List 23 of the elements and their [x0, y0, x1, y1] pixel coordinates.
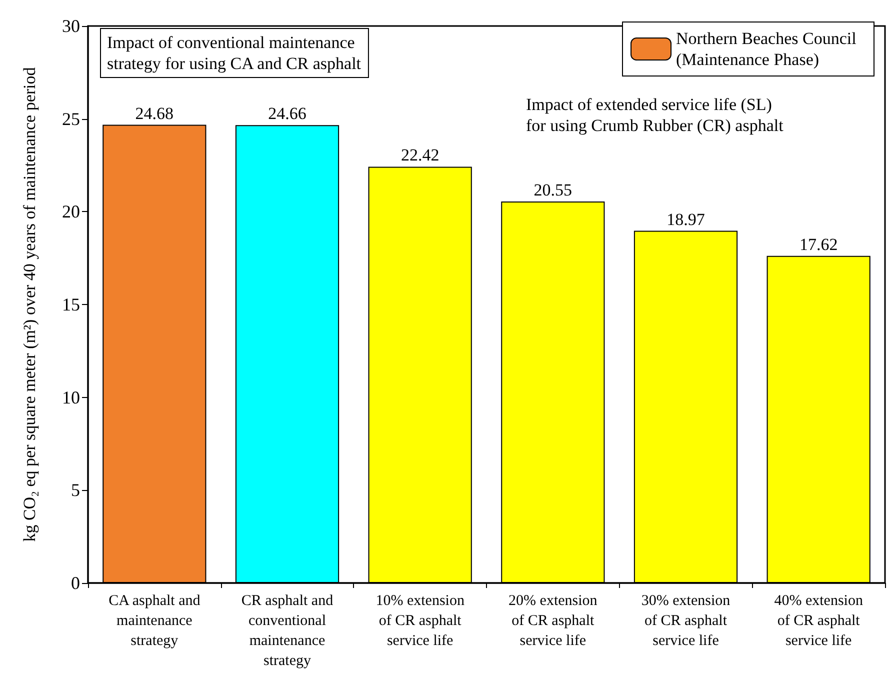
annotation: Impact of conventional maintenance strategy for using CA and CR asphalt [107, 33, 362, 73]
y-tick-label: 20 [62, 202, 80, 222]
data-label: 22.42 [400, 146, 440, 165]
data-label: 18.97 [666, 210, 706, 229]
x-tick-label: CA asphalt and maintenance strategy [108, 593, 201, 649]
y-tick-label: 10 [62, 387, 80, 408]
y-tick-label: 25 [62, 108, 80, 129]
x-tick-label: 30% extension of CR asphalt service life [641, 593, 731, 649]
y-tick-label: 0 [71, 573, 80, 593]
y-tick-label: 15 [62, 294, 80, 314]
legend-label: Northern Beaches Council (Maintenance Phase) [676, 29, 861, 69]
data-label: 20.55 [534, 180, 572, 200]
y-tick-label: 30 [62, 16, 80, 36]
x-tick-label: 20% extension of CR asphalt service life [508, 593, 598, 649]
y-tick-label: 5 [71, 480, 80, 500]
x-tick-label: 40% extension of CR asphalt service life [774, 593, 864, 649]
y-axis-title: kg CO₂ eq per square meter (m²) over 40 years of maintenance period [20, 66, 39, 542]
data-label: 24.66 [268, 104, 306, 124]
data-label: 17.62 [799, 234, 838, 254]
x-tick-label: CR asphalt and conventional maintenance strategy [241, 593, 334, 669]
x-tick-label: 10% extension of CR asphalt service life [376, 593, 465, 649]
data-label: 24.68 [135, 104, 174, 123]
annotation: Impact of extended service life (SL) for using Crumb Rubber (CR) asphalt [526, 95, 784, 135]
